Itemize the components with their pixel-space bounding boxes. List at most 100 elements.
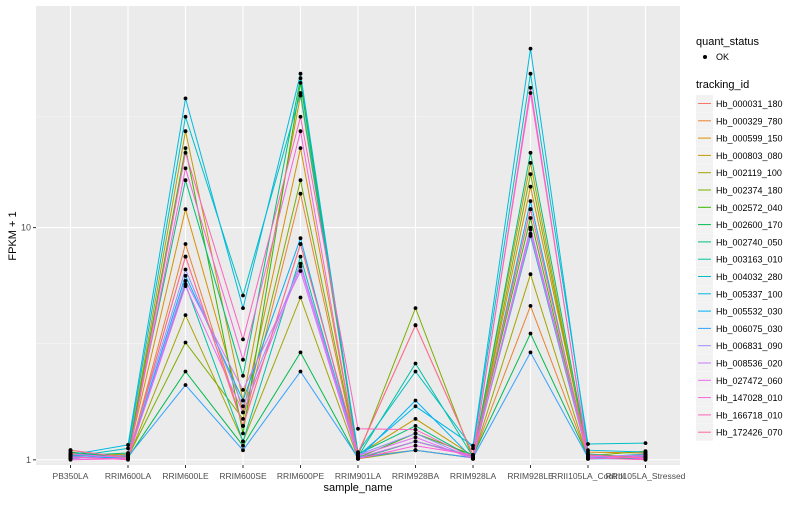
legend-label: Hb_002572_040 bbox=[716, 203, 783, 213]
legend-label: Hb_008536_020 bbox=[716, 359, 783, 369]
data-point-Hb_006075_030-RRIM600SE bbox=[241, 448, 245, 453]
data-point-Hb_172426_070-RRIM928LA bbox=[471, 453, 475, 457]
data-point-Hb_002374_180-RRIM600LE bbox=[183, 340, 188, 345]
legend-label: Hb_027472_060 bbox=[716, 376, 783, 386]
data-point-Hb_008536_020-RRIM600SE bbox=[241, 388, 245, 392]
data-point-Hb_002572_040-RRIM928LE bbox=[528, 216, 533, 220]
data-point-Hb_002572_040-RRIM600PE bbox=[298, 81, 303, 85]
data-point-Hb_000803_080-RRIM600LE bbox=[183, 129, 188, 134]
data-point-Hb_004032_280-RRIM928LE bbox=[528, 71, 533, 76]
legend-label: Hb_006075_030 bbox=[716, 324, 783, 334]
legend-label: Hb_166718_010 bbox=[716, 410, 783, 420]
y-axis-title: FPKM + 1 bbox=[7, 211, 19, 260]
data-point-Hb_002740_050-RRIM600LE bbox=[183, 178, 188, 183]
data-point-Hb_166718_010-RRIM600SE bbox=[241, 337, 245, 342]
data-point-Hb_002600_170-RRIM928LE bbox=[528, 331, 533, 336]
y-tick-label: 10 bbox=[21, 223, 31, 233]
x-tick-label: PB350LA bbox=[53, 471, 89, 481]
data-point-Hb_027472_060-PB350LA bbox=[68, 452, 73, 456]
data-point-Hb_006831_090-RRIM600LA bbox=[126, 453, 130, 457]
data-point-Hb_002374_180-RRIM928BA bbox=[413, 306, 418, 310]
data-point-Hb_008536_020-RRIM600PE bbox=[298, 269, 303, 273]
data-point-Hb_006075_030-RRIM600LE bbox=[183, 383, 188, 387]
legend-item-Hb_004032_280: Hb_004032_280 bbox=[696, 268, 783, 285]
data-point-Hb_006831_090-RRIM600LE bbox=[183, 267, 188, 272]
data-point-Hb_008536_020-RRIM600LE bbox=[183, 278, 188, 283]
data-point-Hb_005337_100-RRIM928LA bbox=[471, 443, 475, 448]
legend-item-Hb_002600_170: Hb_002600_170 bbox=[696, 216, 783, 234]
data-point-Hb_172426_070-RRIM901LA bbox=[356, 451, 360, 455]
data-point-Hb_005532_030-RRIM928LE bbox=[528, 199, 533, 204]
data-point-Hb_004032_280-RRIM600LE bbox=[183, 114, 188, 119]
data-point-Hb_172426_070-PB350LA bbox=[68, 448, 73, 453]
data-point-Hb_166718_010-RRIM928BA bbox=[413, 427, 418, 432]
x-tick-label: RRIM928LE bbox=[507, 471, 554, 481]
data-point-Hb_006075_030-RRIM928BA bbox=[413, 448, 418, 453]
data-point-Hb_172426_070-RRIM600SE bbox=[241, 424, 245, 428]
legend: quant_status OK tracking_id Hb_000031_18… bbox=[696, 36, 783, 441]
legend-item-Hb_006075_030: Hb_006075_030 bbox=[696, 319, 783, 337]
data-point-Hb_000329_780-RRIM600PE bbox=[298, 191, 303, 196]
legend-item-Hb_000803_080: Hb_000803_080 bbox=[696, 146, 783, 164]
legend-label: Hb_002119_100 bbox=[716, 168, 782, 178]
legend-item-Hb_002572_040: Hb_002572_040 bbox=[696, 198, 783, 216]
x-tick-label: RRIM600PE bbox=[277, 471, 325, 481]
data-point-Hb_172426_070-RRIM928BA bbox=[413, 323, 418, 328]
data-point-Hb_005337_100-RRII105LA_Control bbox=[586, 448, 590, 453]
legend-items: Hb_000031_180 Hb_000329_780 Hb_000599_150 H… bbox=[696, 95, 783, 441]
data-point-Hb_000329_780-RRIM928LE bbox=[528, 304, 533, 308]
data-point-Hb_002119_100-RRIM600PE bbox=[298, 295, 303, 300]
data-point-Hb_172426_070-RRII105LA_Control bbox=[586, 453, 590, 457]
legend-label: Hb_004032_280 bbox=[716, 272, 783, 282]
data-point-Hb_004032_280-RRIM600SE bbox=[241, 293, 245, 298]
data-point-Hb_000803_080-RRIM928BA bbox=[413, 417, 418, 421]
data-point-Hb_002374_180-RRIM600SE bbox=[241, 417, 245, 421]
legend-item-Hb_166718_010: Hb_166718_010 bbox=[696, 406, 783, 424]
data-point-Hb_166718_010-RRIM901LA bbox=[356, 426, 360, 431]
data-point-Hb_004032_280-RRIM928BA bbox=[413, 369, 418, 374]
x-tick-label: RRIM901LA bbox=[335, 471, 382, 481]
legend-item-Hb_005532_030: Hb_005532_030 bbox=[696, 302, 783, 320]
data-point-Hb_002600_170-RRIM600SE bbox=[241, 443, 245, 448]
data-point-Hb_000803_080-RRIM928LE bbox=[528, 161, 533, 165]
x-tick-label: RRII105LA_Stressed bbox=[606, 471, 686, 481]
legend-key-point-ok bbox=[703, 55, 707, 59]
data-point-Hb_005337_100-RRII105LA_Stressed bbox=[643, 450, 648, 454]
data-point-Hb_002740_050-RRIM928LE bbox=[528, 150, 533, 155]
data-point-Hb_000329_780-RRIM600LE bbox=[183, 242, 188, 246]
data-point-Hb_005532_030-RRIM600SE bbox=[241, 398, 245, 403]
x-axis: PB350LA RRIM600LA RRIM600LE RRIM600SE RRIM60… bbox=[53, 465, 686, 481]
y-axis: 1 10 bbox=[21, 223, 36, 465]
data-point-Hb_005337_100-RRIM600LA bbox=[126, 443, 130, 447]
data-point-Hb_006831_090-RRIM928BA bbox=[413, 431, 418, 436]
legend-label: Hb_005532_030 bbox=[716, 307, 783, 317]
data-point-Hb_005337_100-RRIM928BA bbox=[413, 404, 418, 409]
data-point-Hb_005532_030-RRIM600PE bbox=[298, 236, 303, 241]
data-point-Hb_008536_020-RRIM928LE bbox=[528, 231, 533, 236]
data-point-Hb_172426_070-RRIM600LE bbox=[183, 254, 188, 259]
data-point-Hb_002600_170-RRIM600LE bbox=[183, 369, 188, 374]
legend-title-quant-status: quant_status bbox=[696, 36, 759, 48]
data-point-Hb_147028_010-PB350LA bbox=[68, 457, 73, 462]
data-point-Hb_005532_030-RRIM928BA bbox=[413, 398, 418, 403]
data-point-Hb_147028_010-RRIM928LE bbox=[528, 91, 533, 95]
y-tick-label: 1 bbox=[26, 455, 31, 465]
data-point-Hb_027472_060-RRIM928BA bbox=[413, 435, 418, 440]
x-tick-label: RRIM928BA bbox=[392, 471, 440, 481]
series-points bbox=[68, 46, 648, 462]
legend-label: Hb_000031_180 bbox=[716, 99, 783, 109]
data-point-Hb_003163_010-RRIM600PE bbox=[298, 254, 303, 259]
legend-label: Hb_006831_090 bbox=[716, 341, 783, 351]
data-point-Hb_004032_280-RRII105LA_Control bbox=[586, 442, 590, 446]
data-point-Hb_166718_010-RRIM928LE bbox=[528, 85, 533, 90]
data-point-Hb_002374_180-RRIM600PE bbox=[298, 178, 303, 183]
legend-label: Hb_002740_050 bbox=[716, 237, 783, 247]
data-point-Hb_147028_010-RRIM928BA bbox=[413, 443, 418, 448]
data-point-Hb_166718_010-RRII105LA_Control bbox=[586, 455, 590, 460]
data-point-Hb_002572_040-RRIM600LE bbox=[183, 146, 188, 151]
legend-label: Hb_002374_180 bbox=[716, 186, 783, 196]
data-point-Hb_166718_010-RRIM928LA bbox=[471, 455, 475, 460]
data-point-Hb_002740_050-RRIM600SE bbox=[241, 373, 245, 378]
data-point-Hb_027472_060-RRIM928LE bbox=[528, 225, 533, 230]
